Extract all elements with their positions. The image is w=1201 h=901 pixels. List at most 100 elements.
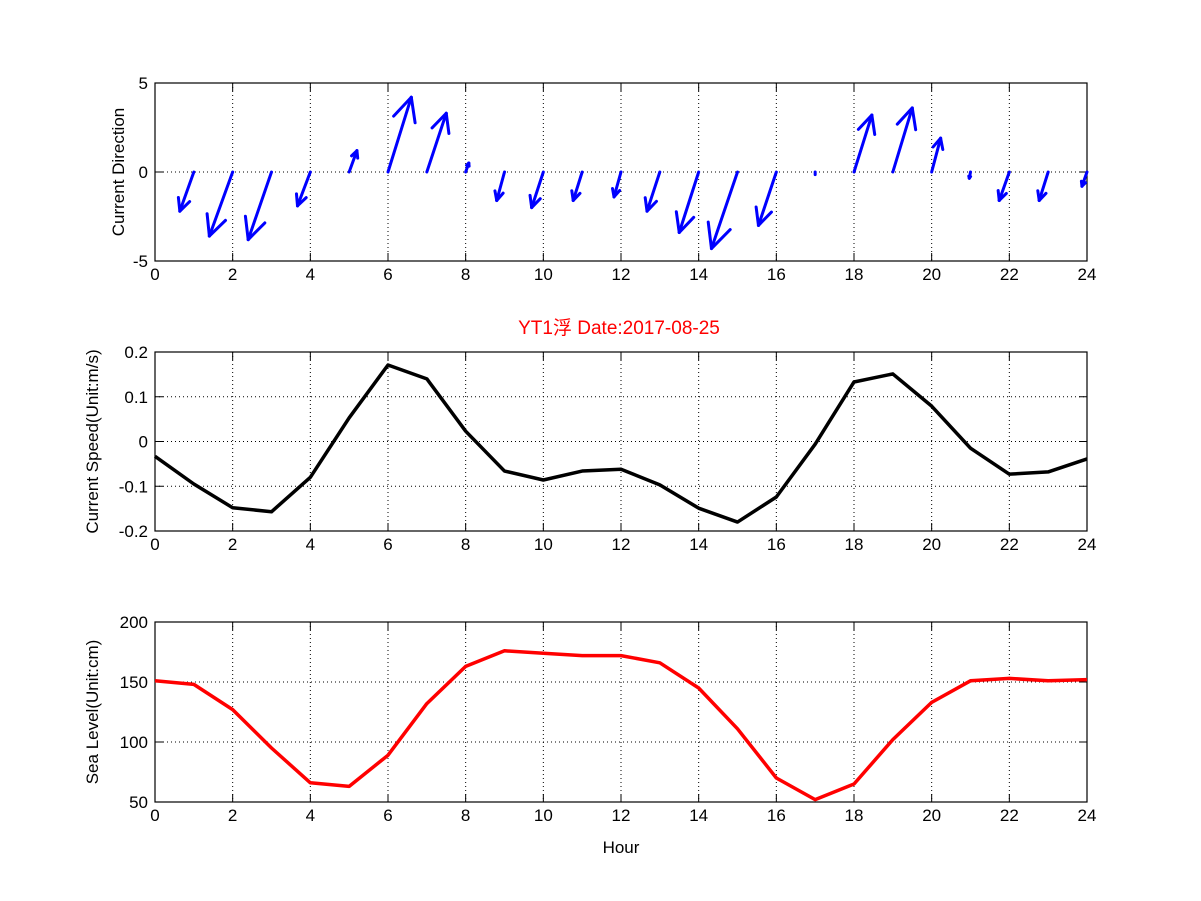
y-tick-label: 0.2	[124, 343, 148, 362]
x-tick-label: 10	[534, 806, 553, 825]
direction-arrow	[205, 170, 235, 238]
arrow-head	[243, 214, 250, 242]
x-tick-label: 6	[383, 806, 392, 825]
x-tick-label: 18	[845, 806, 864, 825]
x-tick-label: 20	[922, 265, 941, 284]
arrow-head	[754, 205, 760, 227]
direction-arrow	[243, 170, 273, 242]
direction-arrow	[674, 170, 701, 235]
y-tick-label: 0.1	[124, 388, 148, 407]
x-tick-label: 6	[383, 535, 392, 554]
arrow-shaft	[852, 113, 874, 174]
arrow-head	[530, 197, 542, 210]
direction-arrow	[294, 170, 312, 208]
x-tick-label: 24	[1078, 535, 1097, 554]
arrow-head	[677, 215, 696, 235]
x-tick-label: 14	[689, 806, 708, 825]
arrow-head	[493, 189, 499, 202]
arrow-head	[643, 196, 649, 213]
arrow-shaft	[1037, 170, 1050, 202]
direction-arrow	[706, 170, 739, 251]
arrow-head	[939, 136, 945, 152]
arrow-head	[910, 106, 918, 132]
y-axis-label: Current Direction	[109, 108, 128, 237]
arrow-shaft	[571, 170, 584, 202]
arrow-head	[709, 228, 732, 251]
axes-box	[154, 621, 1088, 803]
x-tick-label: 0	[150, 265, 159, 284]
x-tick-label: 22	[1000, 806, 1019, 825]
arrow-head	[296, 196, 308, 208]
axes-box	[154, 351, 1088, 532]
subplot-2: 0 2 4 6 8 10 12 14 16 18 20 22 24-0.2-0.100.10.2Curr…	[83, 343, 1096, 554]
arrow-shaft	[891, 106, 914, 174]
arrow-shaft	[612, 170, 623, 199]
x-tick-label: 16	[767, 265, 786, 284]
arrow-shaft	[386, 95, 413, 174]
y-tick-label: -5	[133, 252, 148, 271]
arrow-head	[528, 193, 534, 210]
y-tick-label: 100	[120, 733, 148, 752]
y-tick-label: 200	[120, 613, 148, 632]
direction-arrow	[1036, 170, 1050, 202]
x-tick-label: 8	[461, 535, 470, 554]
direction-arrow	[386, 95, 417, 174]
arrow-shaft	[178, 170, 196, 213]
arrow-head	[176, 196, 182, 213]
y-axis-label: Current Speed(Unit:m/s)	[83, 349, 102, 533]
arrow-shaft	[207, 170, 235, 238]
direction-arrow	[930, 136, 945, 174]
arrow-head	[611, 187, 616, 199]
arrow-head	[931, 136, 943, 149]
x-tick-label: 18	[845, 265, 864, 284]
arrow-head	[967, 174, 971, 180]
x-tick-label: 2	[228, 265, 237, 284]
direction-arrow	[754, 170, 778, 227]
arrow-head	[207, 218, 227, 238]
x-tick-label: 22	[1000, 265, 1019, 284]
arrow-shaft	[930, 136, 943, 174]
x-tick-label: 20	[922, 806, 941, 825]
x-tick-label: 8	[461, 265, 470, 284]
arrow-shaft	[997, 170, 1011, 202]
arrow-head	[409, 95, 417, 125]
y-tick-label: 150	[120, 673, 148, 692]
x-tick-label: 10	[534, 265, 553, 284]
y-tick-label: -0.2	[119, 522, 148, 541]
sea-level-line	[154, 649, 1088, 802]
x-tick-label: 10	[534, 535, 553, 554]
x-tick-label: 12	[612, 535, 631, 554]
x-tick-label: 14	[689, 535, 708, 554]
direction-arrow	[852, 113, 877, 174]
x-tick-label: 24	[1078, 806, 1097, 825]
direction-arrow	[891, 106, 918, 174]
y-tick-label: 50	[129, 793, 148, 812]
direction-arrow	[643, 170, 662, 213]
y-tick-label: 0	[139, 433, 148, 452]
direction-arrow	[611, 170, 623, 199]
direction-arrow	[570, 170, 584, 202]
x-tick-label: 16	[767, 806, 786, 825]
arrow-head	[706, 220, 713, 251]
arrow-shaft	[246, 170, 273, 242]
arrow-head	[645, 199, 658, 213]
x-axis-label: Hour	[603, 838, 640, 857]
arrow-head	[392, 95, 413, 118]
direction-arrow	[176, 170, 196, 213]
direction-arrow	[528, 170, 545, 210]
y-tick-label: 5	[139, 74, 148, 93]
y-tick-label: 0	[139, 163, 148, 182]
arrow-head	[895, 106, 914, 126]
arrow-shaft	[709, 170, 739, 251]
direction-arrow	[493, 170, 506, 202]
x-tick-label: 4	[306, 806, 315, 825]
arrow-shaft	[530, 170, 545, 210]
arrow-shaft	[756, 170, 778, 227]
arrow-head	[996, 189, 1001, 202]
arrow-head	[756, 210, 773, 227]
arrow-shaft	[347, 149, 359, 174]
arrow-head	[178, 200, 192, 213]
